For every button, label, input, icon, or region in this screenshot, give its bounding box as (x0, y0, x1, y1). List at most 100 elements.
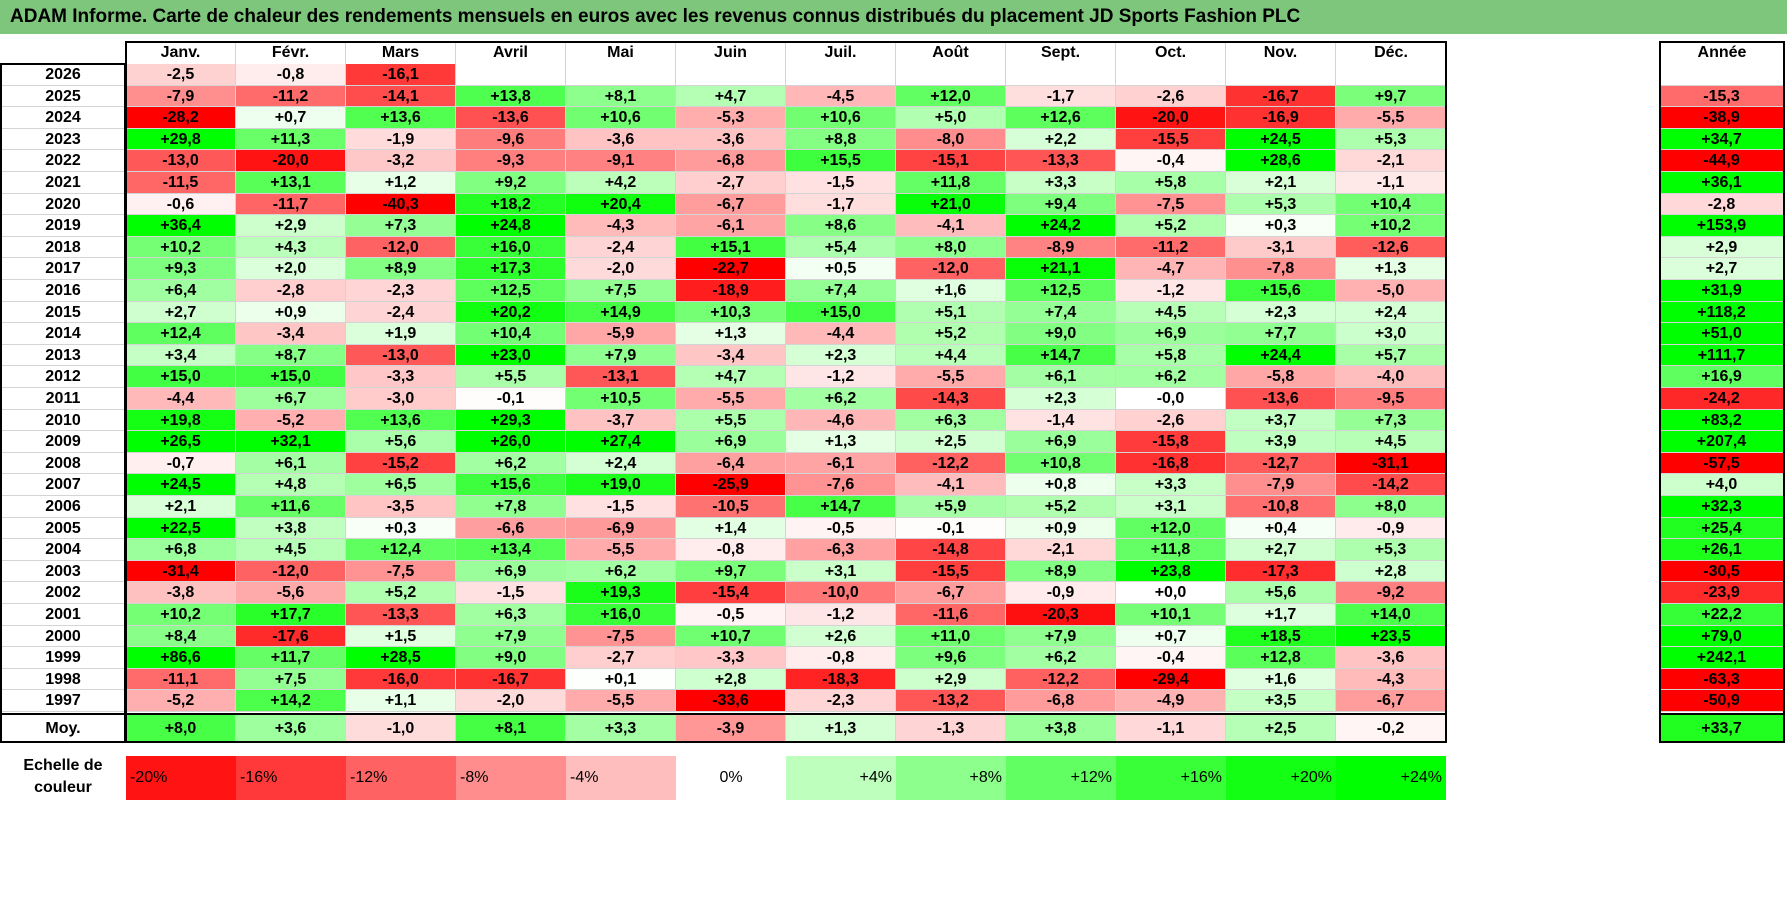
heatmap-cell: +6,4 (126, 280, 236, 302)
heatmap-cell: +15,5 (786, 150, 896, 172)
annual-cell: -50,9 (1660, 690, 1784, 712)
heatmap-cell: -12,2 (1006, 668, 1116, 691)
heatmap-cell: +9,2 (456, 172, 566, 194)
month-header: Mars (346, 41, 456, 65)
heatmap-cell: +13,4 (456, 539, 566, 561)
heatmap-cell: +5,2 (346, 582, 456, 604)
heatmap-cell: +3,3 (1116, 474, 1226, 496)
heatmap-cell: +0,9 (1006, 517, 1116, 540)
heatmap-cell: -1,4 (1006, 409, 1116, 432)
heatmap-cell: +1,5 (346, 625, 456, 648)
heatmap-cell: +17,3 (456, 258, 566, 280)
annual-cell: -63,3 (1660, 668, 1784, 691)
heatmap-cell: -0,9 (1006, 582, 1116, 604)
heatmap-cell: +2,9 (236, 215, 346, 237)
heatmap-cell: +5,3 (1336, 539, 1446, 561)
heatmap-cell: +2,4 (1336, 301, 1446, 324)
heatmap-cell: -10,0 (786, 582, 896, 604)
heatmap-cell: +3,1 (786, 560, 896, 583)
month-header: Déc. (1374, 44, 1408, 61)
annual-cell: +22,2 (1660, 604, 1784, 626)
heatmap-cell: -5,9 (566, 323, 676, 345)
annual-cell: +16,9 (1660, 366, 1784, 388)
heatmap-cell: +15,1 (676, 236, 786, 259)
heatmap-cell: +5,9 (896, 496, 1006, 518)
heatmap-cell: -4,5 (786, 85, 896, 108)
annual-cell: +111,7 (1660, 344, 1784, 367)
year-label: 2016 (0, 280, 126, 302)
heatmap-cell: +6,2 (566, 560, 676, 583)
heatmap-cell: +12,5 (456, 280, 566, 302)
heatmap-cell: +7,9 (1006, 625, 1116, 648)
heatmap-cell: -17,6 (236, 625, 346, 648)
heatmap-cell: +15,0 (786, 301, 896, 324)
scale-label-line1: Echelle de (23, 757, 103, 774)
heatmap-cell: -13,1 (566, 366, 676, 388)
heatmap-cell: -7,8 (1226, 258, 1336, 280)
heatmap-cell: +2,3 (1006, 388, 1116, 410)
heatmap-cell: +10,2 (126, 236, 236, 259)
heatmap-cell: -13,6 (456, 107, 566, 129)
heatmap-cell: +11,7 (236, 647, 346, 669)
year-label: 2011 (0, 388, 126, 410)
heatmap-cell: -2,3 (786, 690, 896, 712)
heatmap-cell: +29,3 (456, 409, 566, 432)
heatmap-cell: -15,5 (1116, 128, 1226, 151)
scale-swatch: 0% (676, 756, 786, 800)
heatmap-cell: -0,1 (896, 517, 1006, 540)
heatmap-cell: +5,6 (1226, 582, 1336, 604)
annual-cell: +79,0 (1660, 625, 1784, 648)
heatmap-cell: +28,6 (1226, 150, 1336, 172)
heatmap-cell: +26,5 (126, 431, 236, 453)
heatmap-cell: +0,4 (1226, 517, 1336, 540)
heatmap-cell: +24,5 (126, 474, 236, 496)
scale-swatch: -4% (566, 756, 676, 800)
heatmap-cell: -2,0 (566, 258, 676, 280)
heatmap-cell: +5,8 (1116, 344, 1226, 367)
heatmap-cell: +5,0 (896, 107, 1006, 129)
heatmap-cell (1336, 64, 1446, 86)
heatmap-cell: +9,3 (126, 258, 236, 280)
heatmap-cell: -15,2 (346, 452, 456, 475)
heatmap-cell: +9,0 (1006, 323, 1116, 345)
heatmap-cell: +11,0 (896, 625, 1006, 648)
annual-cell: +83,2 (1660, 409, 1784, 432)
heatmap-cell: +10,1 (1116, 604, 1226, 626)
heatmap-cell: -7,6 (786, 474, 896, 496)
heatmap-cell: -12,7 (1226, 452, 1336, 475)
year-label: 2022 (0, 150, 126, 172)
year-label: 2015 (0, 302, 126, 324)
heatmap-cell: -1,5 (786, 172, 896, 194)
average-label: Moy. (45, 720, 81, 737)
heatmap-cell: -6,1 (676, 215, 786, 237)
heatmap-cell: +12,0 (896, 85, 1006, 108)
heatmap-cell: -14,1 (346, 85, 456, 108)
heatmap-cell: +13,8 (456, 85, 566, 108)
heatmap-cell: +6,9 (1116, 323, 1226, 345)
heatmap-cell: +26,0 (456, 431, 566, 453)
heatmap-cell: -5,5 (676, 388, 786, 410)
heatmap-cell: +6,2 (456, 452, 566, 475)
year-label: 2003 (0, 561, 126, 583)
heatmap-cell: -5,5 (566, 539, 676, 561)
heatmap-cell: +11,8 (896, 172, 1006, 194)
heatmap-cell: +2,4 (566, 452, 676, 475)
heatmap-cell: -13,2 (896, 690, 1006, 712)
heatmap-cell: +23,5 (1336, 625, 1446, 648)
month-header: Août (896, 41, 1006, 65)
heatmap-cell: -2,6 (1116, 409, 1226, 432)
heatmap-cell: +19,0 (566, 474, 676, 496)
heatmap-cell: -11,2 (236, 85, 346, 108)
heatmap-cell: +1,9 (346, 323, 456, 345)
heatmap-cell: +10,5 (566, 388, 676, 410)
heatmap-cell: +21,1 (1006, 258, 1116, 280)
heatmap-cell: +6,9 (1006, 431, 1116, 453)
heatmap-cell: +10,7 (676, 625, 786, 648)
heatmap-cell: +2,9 (896, 668, 1006, 691)
heatmap-cell: +7,4 (1006, 301, 1116, 324)
heatmap-cell: +6,3 (456, 604, 566, 626)
heatmap-cell: -0,6 (126, 193, 236, 216)
average-annual-cell: +33,7 (1660, 715, 1784, 742)
heatmap-cell: +3,3 (1006, 172, 1116, 194)
heatmap-cell: -22,7 (676, 258, 786, 280)
